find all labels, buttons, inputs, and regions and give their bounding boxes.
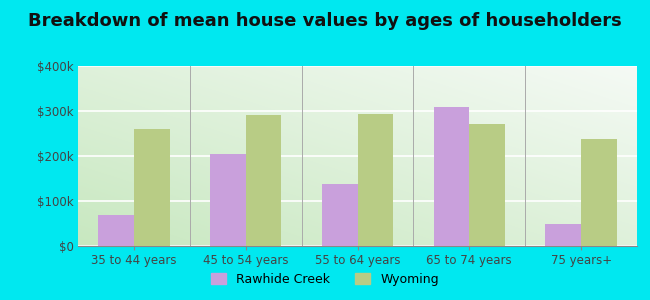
Legend: Rawhide Creek, Wyoming: Rawhide Creek, Wyoming bbox=[206, 268, 444, 291]
Bar bbox=[581, 139, 617, 246]
Bar bbox=[134, 129, 170, 246]
Bar bbox=[545, 224, 581, 246]
Bar bbox=[322, 184, 358, 246]
Bar bbox=[246, 115, 281, 246]
Text: Breakdown of mean house values by ages of householders: Breakdown of mean house values by ages o… bbox=[28, 12, 622, 30]
Bar bbox=[98, 215, 134, 246]
Bar bbox=[210, 154, 246, 246]
Bar bbox=[434, 106, 469, 246]
Bar bbox=[469, 124, 505, 246]
Bar bbox=[358, 114, 393, 246]
